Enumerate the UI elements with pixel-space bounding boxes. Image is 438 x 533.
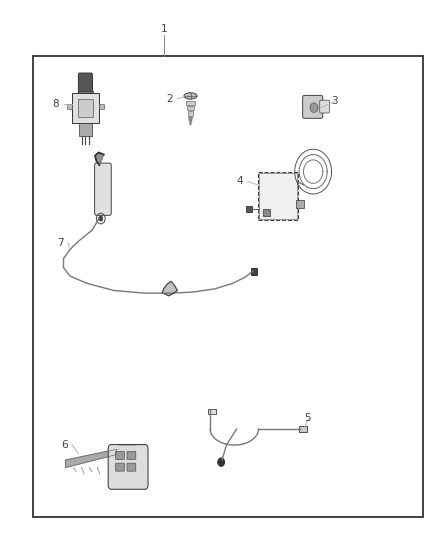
Text: 8: 8: [53, 99, 59, 109]
Polygon shape: [66, 449, 117, 467]
Circle shape: [218, 458, 225, 466]
FancyBboxPatch shape: [320, 100, 329, 113]
Bar: [259, 173, 297, 219]
FancyBboxPatch shape: [95, 163, 111, 215]
Bar: [186, 101, 195, 105]
FancyBboxPatch shape: [127, 463, 136, 471]
FancyBboxPatch shape: [116, 463, 124, 471]
Bar: [251, 268, 257, 275]
Bar: [72, 93, 99, 123]
FancyBboxPatch shape: [108, 445, 148, 489]
Bar: [263, 209, 270, 216]
Text: 5: 5: [304, 414, 311, 423]
Bar: [99, 104, 104, 109]
FancyBboxPatch shape: [78, 73, 92, 93]
Bar: [208, 409, 216, 414]
Circle shape: [99, 216, 103, 221]
Bar: [258, 172, 298, 220]
Bar: [79, 123, 92, 136]
Bar: [246, 206, 252, 212]
Text: 1: 1: [161, 25, 168, 34]
Bar: [299, 426, 307, 432]
Text: 6: 6: [61, 440, 68, 450]
Text: 2: 2: [166, 94, 173, 103]
Polygon shape: [189, 117, 192, 125]
Polygon shape: [162, 281, 177, 296]
Bar: [296, 200, 304, 208]
Bar: [78, 99, 93, 117]
FancyBboxPatch shape: [116, 451, 124, 459]
Bar: [33, 56, 423, 517]
Bar: [188, 111, 193, 116]
Polygon shape: [95, 152, 104, 165]
Text: 4: 4: [237, 176, 243, 186]
Bar: [67, 104, 72, 109]
Text: 3: 3: [331, 96, 337, 106]
FancyBboxPatch shape: [127, 451, 136, 459]
FancyBboxPatch shape: [303, 95, 323, 118]
Circle shape: [310, 103, 318, 112]
Bar: [187, 106, 194, 110]
Text: 7: 7: [57, 238, 64, 247]
Ellipse shape: [184, 93, 197, 99]
Bar: [78, 91, 93, 96]
